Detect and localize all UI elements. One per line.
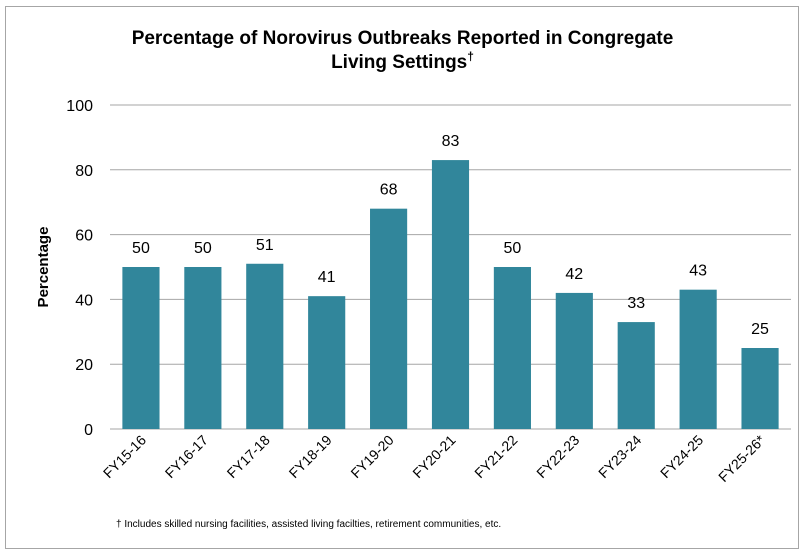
bar-FY18-19	[308, 296, 346, 429]
data-label-FY19-20: 68	[380, 182, 398, 199]
y-tick-label: 80	[75, 163, 93, 180]
chart-title: Percentage of Norovirus Outbreaks Report…	[0, 27, 805, 75]
chart-title-text-2: Living Settings	[331, 52, 468, 73]
y-tick-label: 0	[84, 422, 93, 439]
data-label-FY15-16: 50	[132, 240, 150, 257]
data-label-FY21-22: 50	[504, 240, 522, 257]
x-tick-label-FY19-20: FY19-20	[347, 432, 396, 481]
bar-FY24-25	[679, 289, 717, 429]
bar-FY19-20	[370, 208, 408, 429]
bar-FY23-24	[617, 322, 655, 429]
y-tick-label: 20	[75, 357, 93, 374]
bar-FY17-18	[246, 263, 284, 429]
y-axis-tick-labels: 0 20 40 60 80 100	[66, 98, 93, 439]
x-tick-label-FY15-16: FY15-16	[100, 432, 149, 481]
x-tick-label-FY24-25: FY24-25	[657, 432, 706, 481]
x-tick-label-FY18-19: FY18-19	[286, 432, 335, 481]
bars	[122, 160, 779, 429]
y-tick-label: 60	[75, 228, 93, 245]
chart-title-line-2: Living Settings†	[0, 51, 805, 75]
chart-title-marker: †	[467, 49, 474, 64]
bar-FY21-22	[493, 267, 531, 429]
x-tick-label-FY22-23: FY22-23	[533, 432, 582, 481]
bar-FY15-16	[122, 267, 160, 429]
x-axis-tick-labels: FY15-16 FY16-17 FY17-18 FY18-19 FY19-20 FY20-…	[100, 431, 769, 485]
data-labels: 50 50 51 41 68 83 50 42 33 43 25	[132, 133, 769, 338]
bar-FY20-21	[431, 160, 470, 429]
x-tick-label-FY20-21: FY20-21	[409, 432, 458, 481]
data-label-FY25-26*: 25	[751, 321, 769, 338]
x-tick-label-FY17-18: FY17-18	[224, 432, 273, 481]
y-axis-label: Percentage	[35, 227, 52, 308]
data-label-FY20-21: 83	[442, 133, 460, 150]
data-label-FY17-18: 51	[256, 237, 274, 254]
data-label-FY22-23: 42	[565, 266, 583, 283]
y-tick-label: 100	[66, 98, 93, 115]
footnote: † Includes skilled nursing facilities, a…	[116, 519, 502, 530]
x-tick-label-FY25-26*: FY25-26*	[715, 431, 769, 485]
bar-FY16-17	[184, 267, 222, 429]
x-tick-label-FY23-24: FY23-24	[595, 432, 644, 481]
bar-FY22-23	[555, 292, 593, 429]
bar-FY25-26*	[741, 348, 779, 429]
chart-title-line-1: Percentage of Norovirus Outbreaks Report…	[131, 28, 674, 49]
x-tick-label-FY16-17: FY16-17	[162, 432, 211, 481]
y-tick-label: 40	[75, 292, 93, 309]
data-label-FY24-25: 43	[689, 263, 707, 280]
data-label-FY23-24: 33	[627, 295, 645, 312]
data-label-FY16-17: 50	[194, 240, 212, 257]
data-label-FY18-19: 41	[318, 269, 336, 286]
x-tick-label-FY21-22: FY21-22	[471, 432, 520, 481]
